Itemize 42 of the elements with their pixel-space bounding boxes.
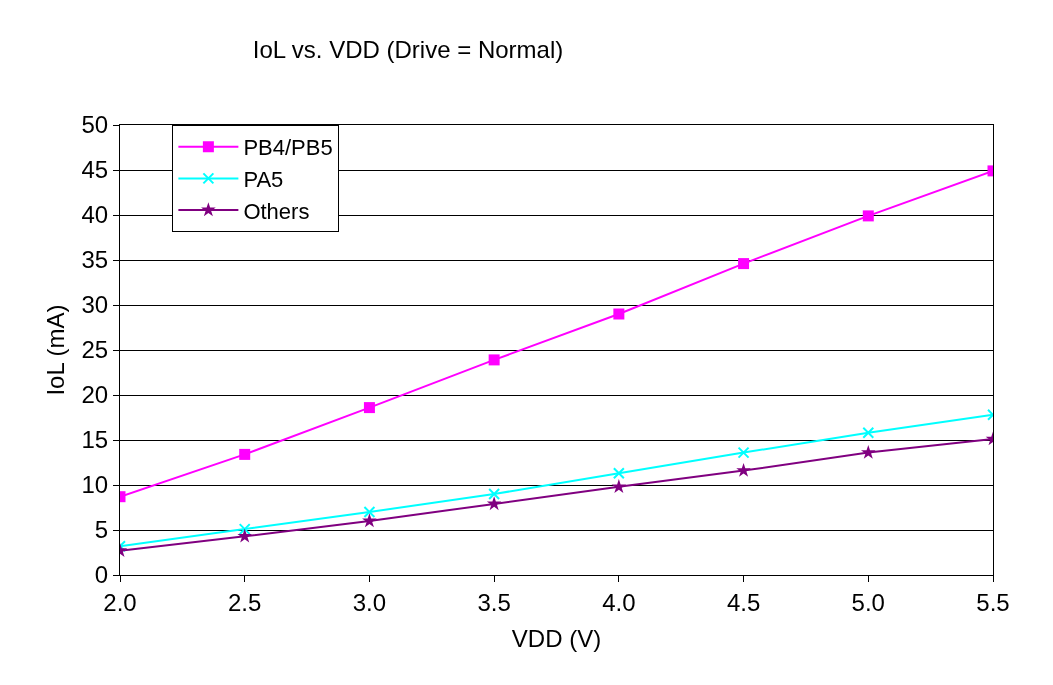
y-tick-label: 15	[81, 426, 109, 454]
point	[363, 402, 375, 414]
point	[737, 446, 750, 459]
y-tick-label: 35	[81, 246, 109, 274]
point	[488, 354, 500, 366]
point	[611, 479, 627, 494]
y-tick-label: 50	[81, 111, 109, 139]
point	[362, 513, 377, 528]
x-tick-label: 2.0	[103, 588, 137, 616]
point	[612, 467, 625, 480]
legend-label: PB4/PB5	[243, 135, 333, 161]
point	[488, 488, 501, 500]
chart-title: IoL vs. VDD (Drive = Normal)	[252, 35, 564, 63]
point	[237, 528, 253, 543]
point	[363, 506, 376, 518]
y-tick-label: 40	[81, 201, 109, 229]
point	[239, 448, 251, 460]
x-tick-label: 3.0	[352, 588, 387, 616]
x-tick-label: 4.5	[726, 588, 761, 616]
point	[486, 496, 502, 511]
y-tick-label: 5	[94, 516, 109, 544]
y-tick-label: 25	[81, 336, 109, 364]
y-axis-title: IoL (mA)	[41, 304, 69, 396]
point	[613, 308, 625, 320]
y-tick-label: 45	[81, 156, 109, 184]
legend-label: Others	[243, 198, 310, 224]
point	[736, 462, 751, 477]
x-tick-label: 5.5	[976, 588, 1010, 616]
point	[738, 258, 750, 270]
y-tick-label: 20	[81, 381, 109, 409]
point	[862, 426, 875, 439]
x-tick-label: 3.5	[477, 588, 511, 616]
x-tick-label: 4.0	[602, 588, 636, 616]
y-tick-label: 0	[94, 561, 109, 589]
y-tick-label: 10	[81, 471, 109, 499]
point	[860, 444, 876, 459]
point	[862, 210, 874, 222]
legend-label: PA5	[243, 166, 284, 192]
x-tick-label: 5.0	[851, 588, 885, 616]
y-tick-label: 30	[81, 291, 109, 319]
x-axis-title: VDD (V)	[511, 625, 602, 653]
x-tick-label: 2.5	[228, 588, 262, 616]
